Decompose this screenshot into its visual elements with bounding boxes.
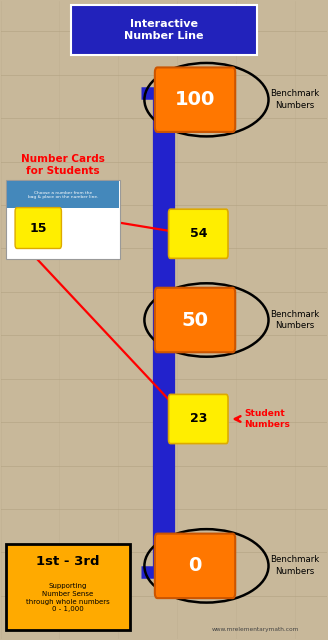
FancyBboxPatch shape <box>155 534 235 598</box>
Text: Benchmark
Numbers: Benchmark Numbers <box>270 556 319 576</box>
FancyBboxPatch shape <box>169 209 228 259</box>
Text: Interactive
Number Line: Interactive Number Line <box>124 19 204 41</box>
Text: 54: 54 <box>190 227 207 240</box>
FancyBboxPatch shape <box>15 207 61 248</box>
FancyBboxPatch shape <box>155 67 235 132</box>
FancyBboxPatch shape <box>71 5 257 55</box>
FancyBboxPatch shape <box>7 181 119 208</box>
Text: 0: 0 <box>188 556 202 575</box>
Text: Number Cards
for Students: Number Cards for Students <box>21 154 105 176</box>
Text: Supporting
Number Sense
through whole numbers
0 - 1,000: Supporting Number Sense through whole nu… <box>26 583 110 612</box>
FancyBboxPatch shape <box>169 394 228 444</box>
Text: 100: 100 <box>175 90 215 109</box>
Text: 15: 15 <box>30 221 47 234</box>
Text: www.mrelementarymath.com: www.mrelementarymath.com <box>212 627 299 632</box>
FancyBboxPatch shape <box>155 288 235 352</box>
FancyBboxPatch shape <box>6 179 120 259</box>
FancyBboxPatch shape <box>6 543 130 630</box>
Text: Student
Numbers: Student Numbers <box>244 409 290 429</box>
Text: 50: 50 <box>181 310 209 330</box>
Text: 1st - 3rd: 1st - 3rd <box>36 555 99 568</box>
Text: Choose a number from the
bag & place on the number line.: Choose a number from the bag & place on … <box>28 191 98 199</box>
Text: 23: 23 <box>190 413 207 426</box>
Text: Benchmark
Numbers: Benchmark Numbers <box>270 310 319 330</box>
Text: Benchmark
Numbers: Benchmark Numbers <box>270 89 319 110</box>
